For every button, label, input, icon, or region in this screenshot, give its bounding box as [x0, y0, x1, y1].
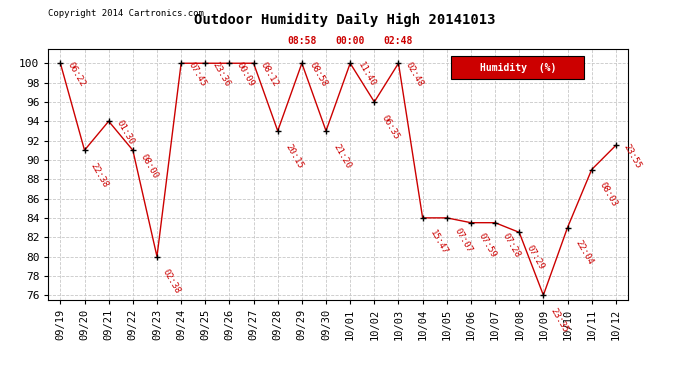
Text: 07:59: 07:59 [477, 231, 497, 259]
Text: 11:40: 11:40 [356, 60, 377, 88]
Text: 23:36: 23:36 [211, 60, 232, 88]
Text: 20:15: 20:15 [284, 142, 304, 170]
Text: 02:48: 02:48 [384, 36, 413, 46]
Text: 02:48: 02:48 [404, 60, 425, 88]
Text: 23:55: 23:55 [622, 142, 642, 170]
Text: 00:09: 00:09 [235, 60, 256, 88]
Text: 07:28: 07:28 [501, 231, 522, 259]
Text: 00:00: 00:00 [335, 36, 365, 46]
Text: 07:07: 07:07 [453, 226, 473, 254]
Text: 23:35: 23:35 [549, 306, 570, 334]
Text: Copyright 2014 Cartronics.com: Copyright 2014 Cartronics.com [48, 9, 204, 18]
Text: Humidity  (%): Humidity (%) [480, 63, 556, 73]
Text: 07:45: 07:45 [187, 60, 208, 88]
Text: 22:04: 22:04 [573, 238, 594, 266]
Text: 01:30: 01:30 [115, 118, 135, 146]
Text: 15:47: 15:47 [428, 229, 449, 257]
Text: 08:58: 08:58 [287, 36, 317, 46]
Text: 02:38: 02:38 [161, 268, 182, 296]
Text: 08:58: 08:58 [308, 60, 328, 88]
Text: 06:22: 06:22 [66, 60, 87, 88]
Text: 08:00: 08:00 [139, 153, 159, 181]
FancyBboxPatch shape [451, 56, 584, 79]
Text: 22:38: 22:38 [89, 161, 110, 189]
Text: 06:35: 06:35 [380, 113, 401, 141]
Text: 07:29: 07:29 [525, 243, 546, 271]
Text: 21:20: 21:20 [332, 142, 353, 170]
Text: Outdoor Humidity Daily High 20141013: Outdoor Humidity Daily High 20141013 [195, 13, 495, 27]
Text: 08:03: 08:03 [598, 181, 618, 209]
Text: 08:12: 08:12 [259, 60, 280, 88]
